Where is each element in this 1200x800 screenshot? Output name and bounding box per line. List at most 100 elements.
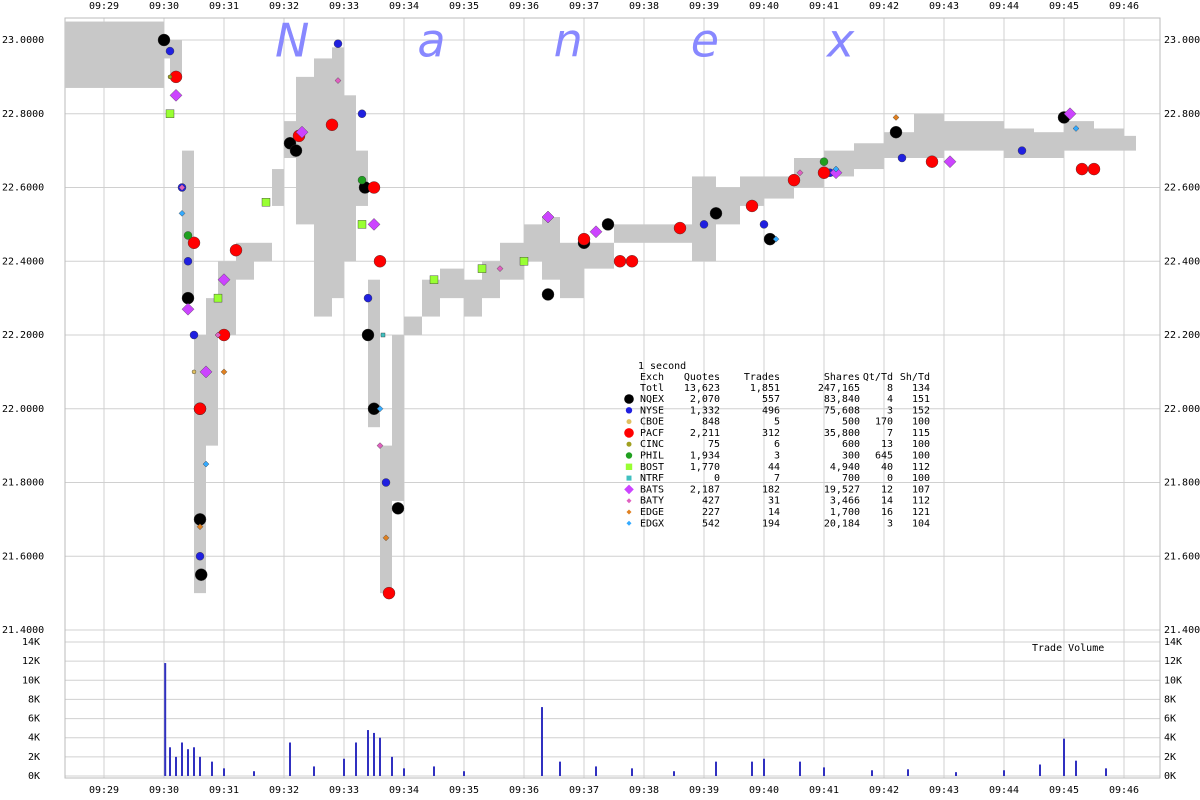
trade-marker: [589, 225, 603, 239]
y-tick-label: 22.6000: [2, 183, 44, 194]
volume-bar: [463, 771, 465, 776]
quote-band: [422, 279, 440, 317]
table-cell: Quotes: [684, 372, 720, 383]
trade-marker: [199, 365, 213, 379]
trade-marker: [541, 210, 555, 224]
quote-band: [614, 224, 644, 243]
table-cell: 227: [702, 507, 720, 518]
quote-band: [182, 150, 194, 299]
volume-bar: [187, 749, 189, 776]
volume-bar: [1063, 738, 1065, 776]
legend-label: NTRF: [640, 473, 664, 484]
volume-bar: [373, 732, 375, 776]
y-tick-label: 8K: [28, 694, 40, 705]
trade-marker: [382, 586, 396, 600]
quote-band: [65, 21, 164, 88]
trade-marker: [373, 255, 387, 268]
volume-bar: [199, 756, 201, 776]
x-tick-label: 09:44: [989, 785, 1019, 796]
trade-marker: [391, 502, 405, 515]
trade-marker: [709, 207, 723, 220]
y-tick-label: 6K: [1164, 714, 1176, 725]
table-cell: 112: [912, 496, 930, 507]
table-cell: Shares: [824, 372, 860, 383]
volume-bar: [379, 737, 381, 776]
volume-bar: [907, 769, 909, 776]
y-tick-label: 21.6000: [2, 551, 44, 562]
x-tick-label: 09:39: [689, 1, 719, 12]
trade-marker: [380, 332, 386, 338]
x-tick-label: 09:32: [269, 785, 299, 796]
volume-bar: [631, 768, 633, 776]
trade-marker: [217, 273, 231, 286]
table-cell: 427: [702, 496, 720, 507]
x-tick-label: 09:38: [629, 1, 659, 12]
legend-label: PACF: [640, 428, 664, 439]
table-cell: 20,184: [824, 518, 860, 529]
x-tick-label: 09:41: [809, 1, 839, 12]
quote-band: [764, 176, 794, 199]
trade-marker: [381, 478, 391, 487]
trade-marker: [361, 328, 375, 342]
legend-label: NQEX: [640, 394, 664, 405]
table-cell: 100: [912, 439, 930, 450]
volume-bar: [751, 761, 753, 776]
trade-marker: [832, 165, 840, 173]
trade-marker: [333, 39, 343, 48]
y-tick-label: 22.4000: [2, 256, 44, 267]
y-tick-label: 4K: [1164, 733, 1176, 744]
volume-bar: [169, 747, 171, 776]
y-tick-label: 14K: [22, 637, 40, 648]
x-tick-label: 09:30: [149, 1, 179, 12]
volume-bar: [403, 768, 405, 776]
table-cell: Trades: [744, 372, 780, 383]
quote-band: [314, 58, 332, 317]
legend-marker: [626, 475, 632, 481]
trade-marker: [519, 257, 529, 266]
quote-band: [464, 279, 482, 317]
table-cell: 134: [912, 383, 930, 394]
y-tick-label: 22.8000: [2, 109, 44, 120]
y-tick-label: 21.6000: [1164, 551, 1200, 562]
quote-band: [1064, 121, 1094, 151]
y-tick-label: 4K: [28, 733, 40, 744]
trade-marker: [376, 405, 384, 413]
table-cell: 6: [774, 439, 780, 450]
volume-bar: [715, 761, 717, 776]
trade-marker: [429, 275, 439, 284]
trade-marker: [889, 125, 903, 139]
x-tick-label: 09:31: [209, 1, 239, 12]
trade-marker: [181, 291, 195, 305]
volume-bar: [193, 747, 195, 776]
trade-marker: [157, 33, 171, 47]
legend-marker: [625, 463, 633, 470]
legend-marker: [626, 419, 632, 425]
quote-band: [1004, 128, 1034, 158]
x-tick-label: 09:29: [89, 785, 119, 796]
quote-band: [1034, 132, 1064, 158]
trade-marker: [165, 109, 175, 118]
y-tick-label: 12K: [22, 656, 40, 667]
quote-band: [1124, 135, 1136, 151]
legend-label: BATY: [640, 496, 664, 507]
x-tick-label: 09:33: [329, 1, 359, 12]
trade-marker: [892, 114, 900, 121]
table-cell: 194: [762, 518, 780, 529]
legend-marker: [626, 509, 632, 515]
trade-marker: [829, 166, 843, 180]
table-cell: 100: [912, 451, 930, 462]
y-tick-label: 10K: [22, 675, 40, 686]
x-tick-label: 09:30: [149, 785, 179, 796]
table-cell: 2,070: [690, 394, 720, 405]
x-tick-label: 09:36: [509, 1, 539, 12]
x-tick-label: 09:42: [869, 785, 899, 796]
trade-marker: [191, 369, 197, 375]
table-cell: 7: [887, 428, 893, 439]
trade-marker: [196, 523, 204, 531]
table-cell: 3: [774, 451, 780, 462]
table-cell: 13: [881, 439, 893, 450]
y-tick-label: 22.8000: [1164, 109, 1200, 120]
trade-marker: [613, 255, 627, 268]
table-cell: 3: [887, 518, 893, 529]
trade-marker: [181, 302, 195, 316]
